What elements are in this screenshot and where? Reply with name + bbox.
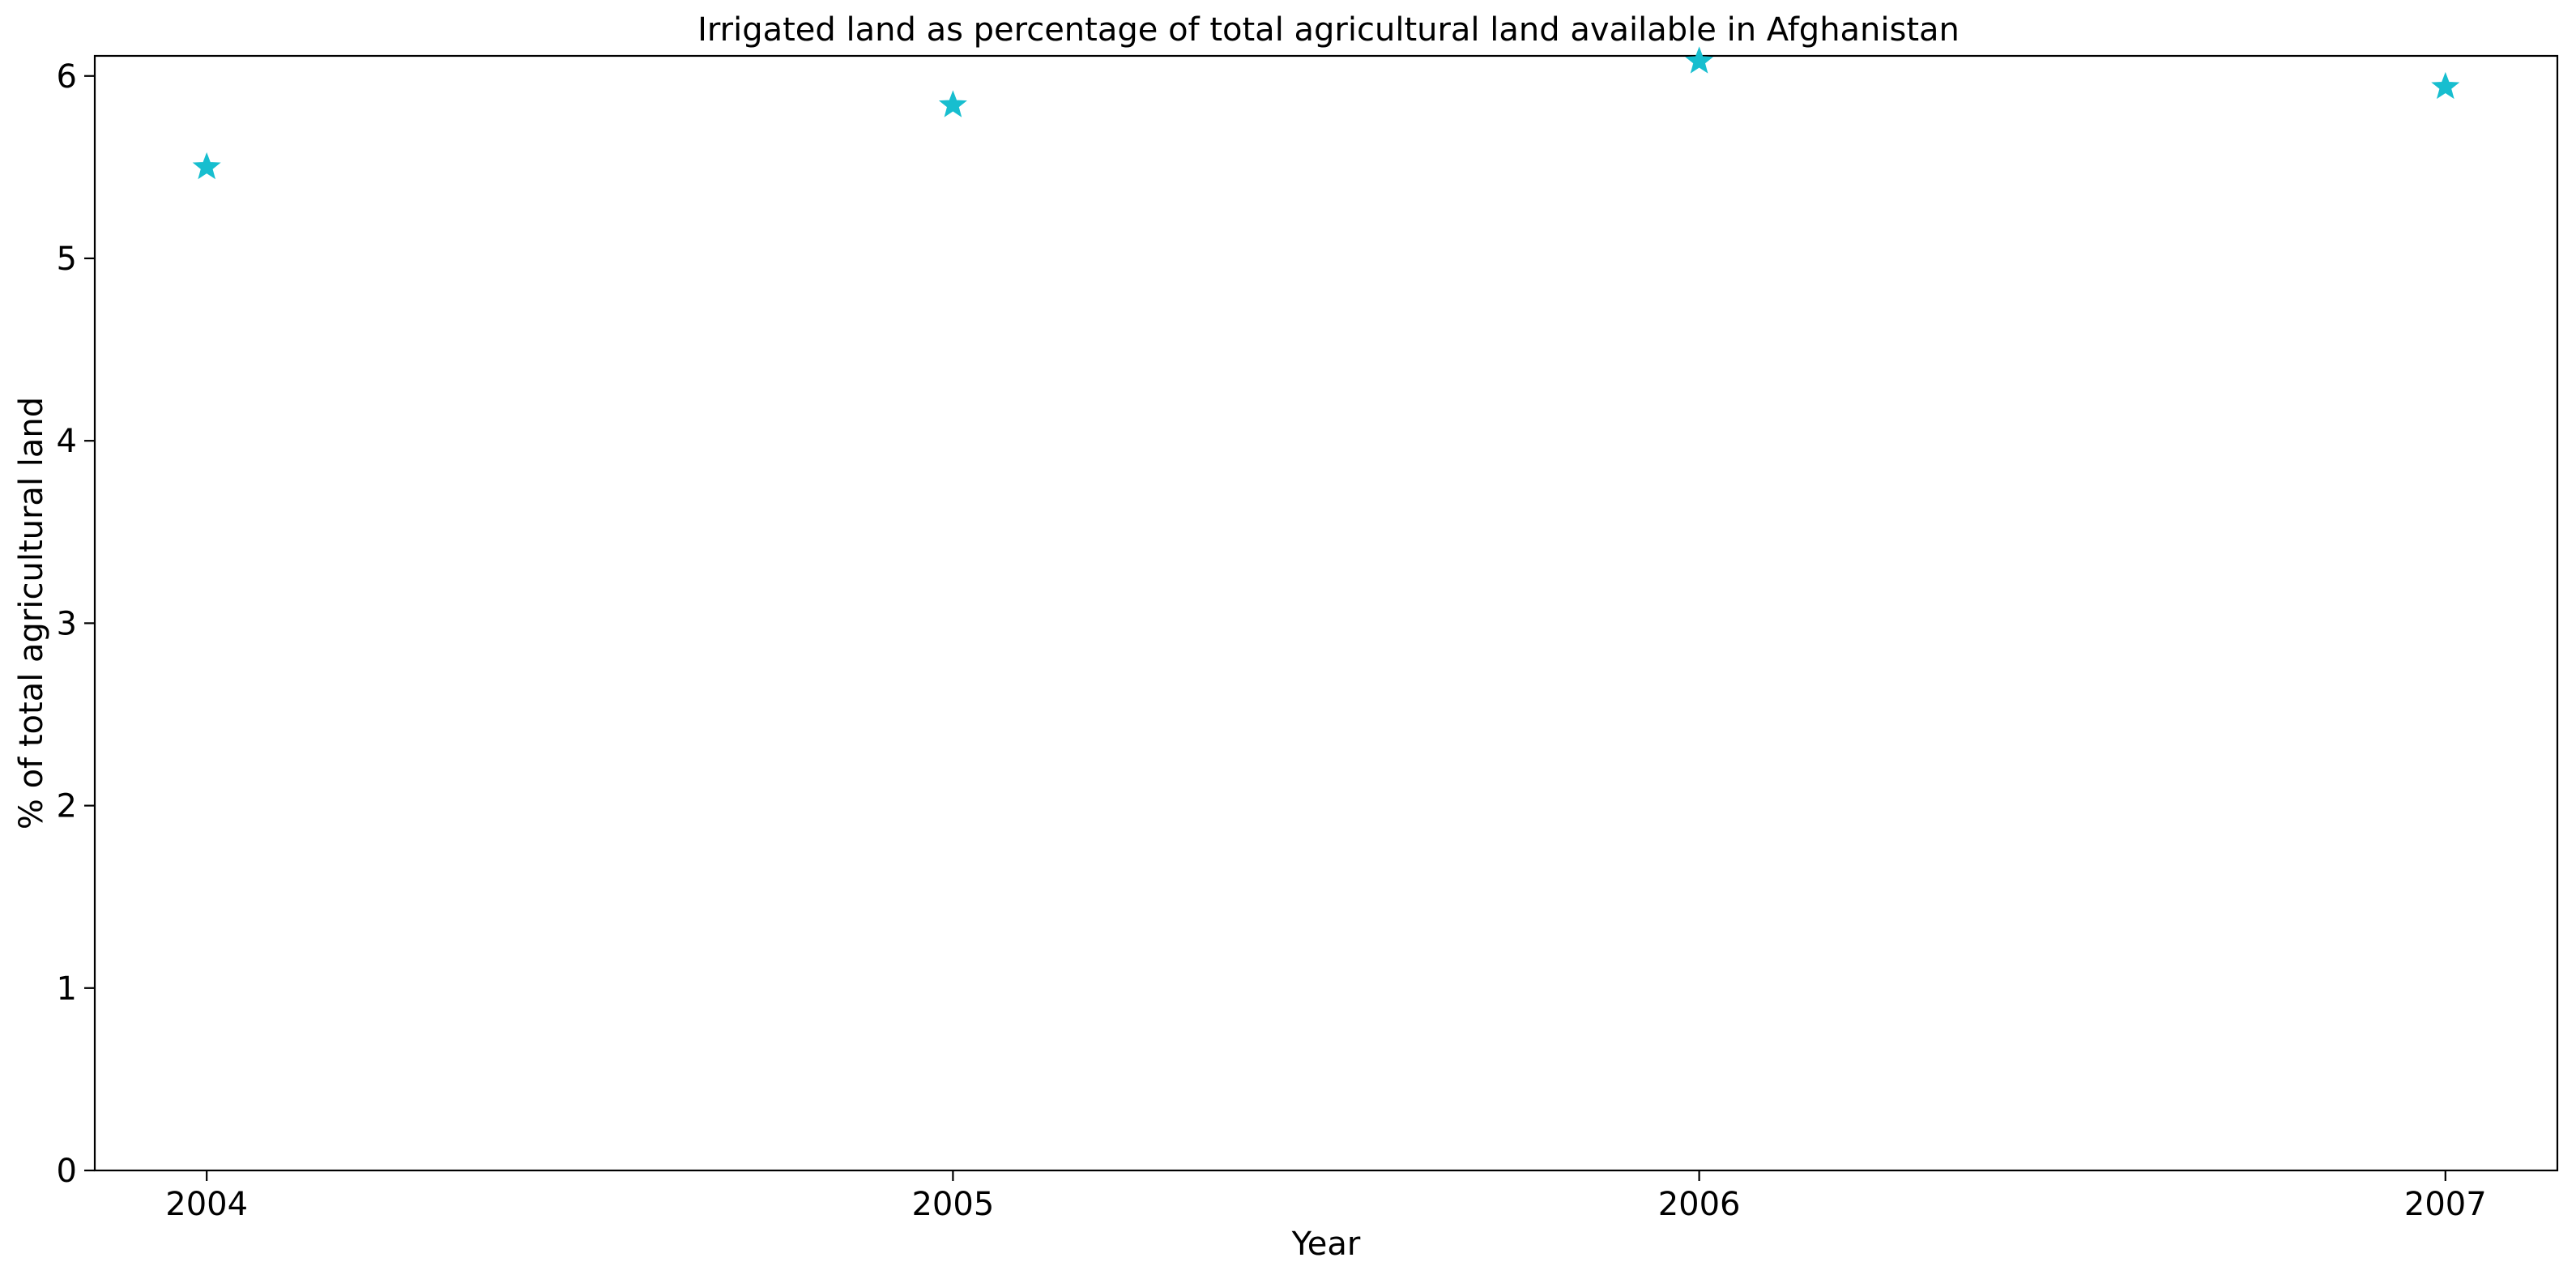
x-tick-label: 2007: [2404, 1186, 2487, 1223]
plot-frame: [93, 54, 2559, 1172]
data-point-star: [1685, 46, 1714, 74]
data-point-star: [192, 151, 221, 180]
data-points: [192, 46, 2460, 180]
chart-title: Irrigated land as percentage of total ag…: [697, 11, 1960, 49]
x-axis: 2004 2005 2006 2007: [165, 1170, 2487, 1223]
y-tick-label: 3: [57, 605, 77, 642]
y-tick-label: 2: [57, 788, 77, 825]
y-axis-label: % of total agricultural land: [13, 397, 50, 829]
data-point-star: [938, 90, 967, 117]
plot-area: 0 1 2 3 4 5 6 2004 2005 2006 2007: [57, 46, 2559, 1223]
x-tick-label: 2004: [165, 1186, 248, 1223]
data-point-star: [2431, 71, 2460, 100]
x-axis-label: Year: [1291, 1226, 1361, 1263]
x-tick-label: 2006: [1658, 1186, 1741, 1223]
y-tick-label: 4: [57, 423, 77, 460]
y-axis: 0 1 2 3 4 5 6: [57, 58, 95, 1190]
y-tick-label: 6: [57, 58, 77, 96]
x-tick-label: 2005: [911, 1186, 994, 1223]
y-tick-label: 5: [57, 241, 77, 278]
y-tick-label: 1: [57, 970, 77, 1008]
y-tick-label: 0: [57, 1153, 77, 1190]
